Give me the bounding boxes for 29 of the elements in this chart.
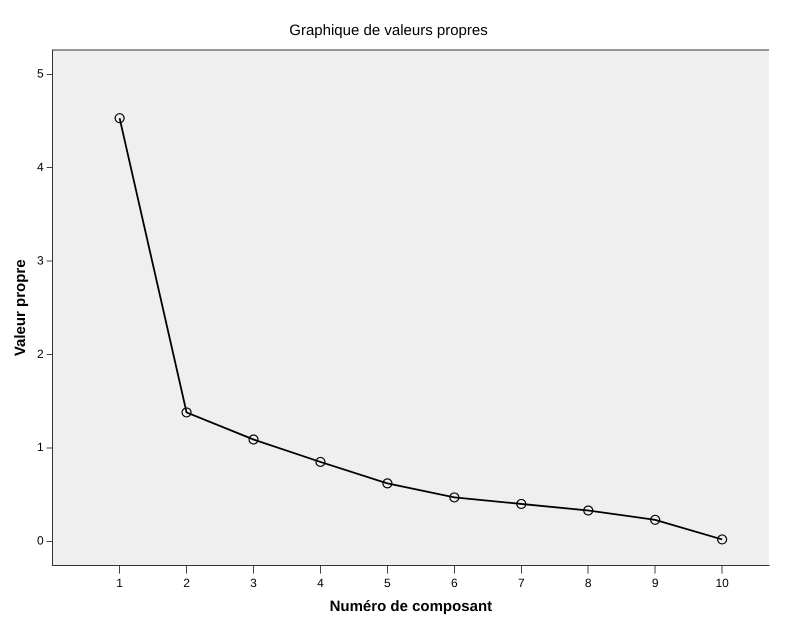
- point: [449, 492, 460, 503]
- point: [114, 113, 125, 124]
- y-tick-label: 5: [36, 66, 44, 81]
- x-tick-label: 5: [384, 576, 392, 590]
- y-tick-label: 3: [36, 253, 44, 268]
- chart-title: Graphique de valeurs propres: [289, 22, 488, 40]
- x-axis-title: Numéro de composant: [330, 598, 492, 616]
- x-tick-label: 6: [451, 576, 458, 590]
- point: [315, 456, 326, 468]
- point: [516, 498, 526, 510]
- y-tick-label: 0: [36, 534, 44, 548]
- y-tick-label: 2: [36, 346, 44, 361]
- point: [717, 534, 728, 545]
- x-tick-label: 1: [116, 576, 124, 590]
- y-tick-label: 4: [36, 160, 44, 174]
- point: [583, 505, 594, 516]
- x-tick-label: 4: [317, 576, 324, 590]
- x-tick-label: 8: [584, 576, 592, 590]
- x-tick-label: 7: [518, 576, 525, 590]
- x-tick-label: 3: [250, 576, 258, 590]
- point: [248, 434, 259, 445]
- y-axis-title: Valeur propre: [12, 259, 30, 356]
- x-tick-label: 10: [715, 576, 730, 590]
- point: [650, 514, 660, 525]
- y-tick-label: 1: [36, 440, 44, 454]
- point: [382, 478, 393, 489]
- x-tick-label: 2: [183, 576, 190, 590]
- x-tick-label: 9: [652, 576, 659, 590]
- point: [181, 407, 192, 418]
